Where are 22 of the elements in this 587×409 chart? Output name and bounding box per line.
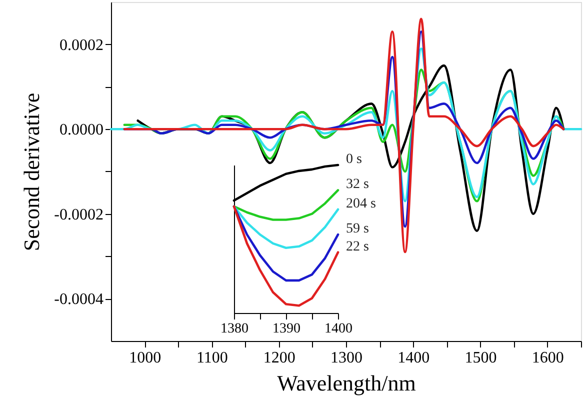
y-tick-label: 0.0000 [60,122,104,139]
x-tick-label: 1100 [196,350,228,366]
x-tick-label: 1000 [129,350,162,366]
x-tick-label: 1390 [272,322,300,336]
series-label: 22 s [346,239,369,254]
series-label: 59 s [346,222,369,237]
x-tick-label: 1500 [464,350,497,366]
x-tick-label: 1600 [532,350,564,366]
x-tick-label: 1380 [220,322,248,336]
x-axis-title: Wavelength/nm [277,370,416,396]
series-label: 0 s [346,152,362,167]
y-axis-title: Second derivative [19,92,44,252]
x-tick-label: 1400 [398,350,430,366]
series-label: 204 s [346,196,376,212]
y-tick-label: 0.0002 [60,36,104,54]
y-tick-label: -0.0002 [54,206,104,224]
y-tick-label: -0.0004 [54,291,104,308]
x-tick-label: 1400 [324,322,352,336]
x-tick-label: 1200 [263,350,296,366]
series-label: 32 s [346,177,369,192]
line-series [123,18,565,254]
x-tick-label: 1300 [330,350,362,366]
